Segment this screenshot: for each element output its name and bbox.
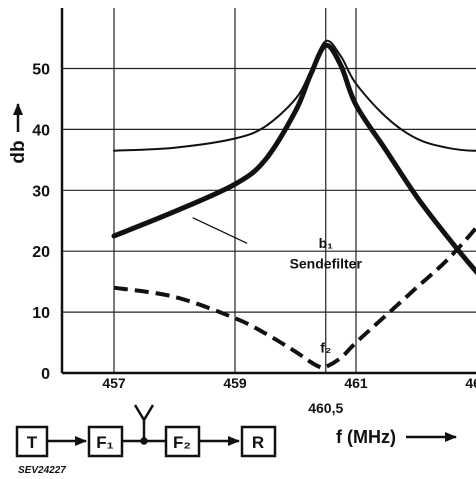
block-f1-label: F₁ — [96, 433, 113, 452]
block-diagram — [15, 404, 277, 458]
y-axis-label-group: db — [8, 103, 29, 164]
antenna-arm-left — [133, 404, 146, 421]
y-tick-label: 20 — [32, 244, 50, 261]
block-t-label: T — [27, 433, 38, 452]
axes — [60, 8, 476, 375]
x-tick-label: 463 — [465, 375, 476, 391]
block-r-label: R — [252, 433, 264, 452]
series-line-3 — [113, 224, 476, 370]
x-axis-label: f (MHz) — [336, 427, 396, 447]
series-line-2 — [111, 42, 476, 276]
chart-annotation: f₂ — [320, 339, 331, 355]
y-tick-label: 40 — [32, 122, 50, 139]
series-layer — [111, 39, 476, 370]
leader-b1 — [192, 217, 248, 244]
x-tick-label: 457 — [102, 375, 126, 391]
x-axis-label-group: f (MHz) — [336, 427, 457, 447]
tick-labels: 01020304050457459461463467460,5465 — [32, 62, 476, 417]
y-tick-label: 50 — [32, 62, 50, 79]
block-r — [240, 425, 277, 458]
y-tick-label: 0 — [41, 366, 50, 383]
chart-annotation: b₁ — [319, 235, 334, 251]
y-tick-label: 10 — [32, 305, 50, 322]
x-tick-label: 461 — [344, 375, 368, 391]
chart-annotation: Sendefilter — [290, 255, 363, 271]
series-line-1 — [113, 39, 476, 152]
junction-dot — [140, 437, 148, 445]
block-f2-label: F₂ — [173, 433, 191, 452]
x-tick-label-major: 460,5 — [308, 400, 343, 416]
annotations: b₁Sendefilterb₂Emptangsfilterb₁ + b₂f₂f₁ — [192, 217, 363, 355]
grid-lines — [62, 8, 476, 373]
antenna-arm-right — [142, 404, 155, 421]
x-tick-label: 459 — [223, 375, 247, 391]
footer-code: SEV24227 — [18, 465, 66, 476]
y-tick-label: 30 — [32, 183, 50, 200]
y-axis-label: db — [8, 140, 29, 163]
